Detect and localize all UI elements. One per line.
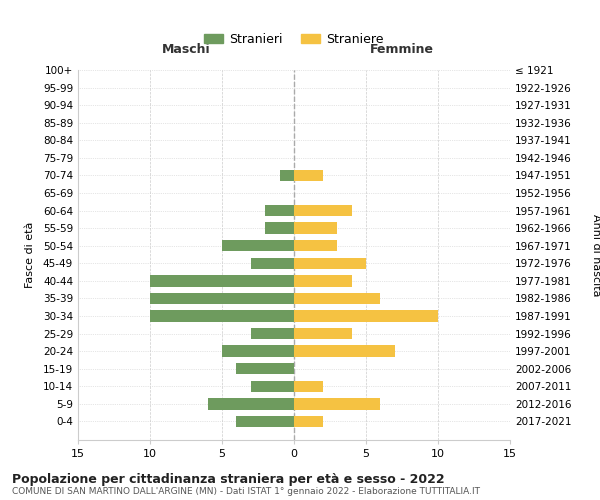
Bar	[251, 258, 294, 269]
Bar	[150, 292, 294, 304]
Text: Popolazione per cittadinanza straniera per età e sesso - 2022: Popolazione per cittadinanza straniera p…	[12, 472, 445, 486]
Bar	[222, 346, 294, 357]
Bar	[294, 240, 337, 252]
Bar	[294, 170, 323, 181]
Bar	[150, 275, 294, 286]
Bar	[294, 310, 438, 322]
Y-axis label: Fasce di età: Fasce di età	[25, 222, 35, 288]
Bar	[236, 363, 294, 374]
Y-axis label: Anni di nascita: Anni di nascita	[591, 214, 600, 296]
Bar	[294, 275, 352, 286]
Bar	[294, 416, 323, 427]
Bar	[265, 205, 294, 216]
Bar	[294, 292, 380, 304]
Bar	[294, 222, 337, 234]
Bar	[294, 258, 366, 269]
Bar	[294, 346, 395, 357]
Bar	[236, 416, 294, 427]
Bar	[251, 380, 294, 392]
Bar	[294, 380, 323, 392]
Text: COMUNE DI SAN MARTINO DALL'ARGINE (MN) - Dati ISTAT 1° gennaio 2022 - Elaborazio: COMUNE DI SAN MARTINO DALL'ARGINE (MN) -…	[12, 488, 480, 496]
Legend: Stranieri, Straniere: Stranieri, Straniere	[199, 28, 389, 51]
Bar	[251, 328, 294, 340]
Bar	[150, 310, 294, 322]
Bar	[265, 222, 294, 234]
Bar	[222, 240, 294, 252]
Bar	[294, 398, 380, 409]
Bar	[294, 328, 352, 340]
Text: Femmine: Femmine	[370, 43, 434, 56]
Bar	[280, 170, 294, 181]
Bar	[208, 398, 294, 409]
Text: Maschi: Maschi	[161, 43, 211, 56]
Bar	[294, 205, 352, 216]
